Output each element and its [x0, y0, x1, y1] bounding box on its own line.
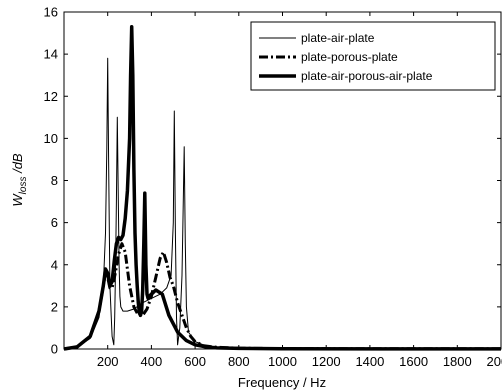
y-tick-label: 8	[51, 173, 58, 188]
y-tick-label: 10	[44, 131, 58, 146]
x-tick-label: 1400	[355, 354, 384, 369]
y-tick-label: 2	[51, 299, 58, 314]
legend-label-plate-air-porous-air-plate: plate-air-porous-air-plate	[301, 69, 433, 83]
x-tick-label: 1000	[268, 354, 297, 369]
y-axis-title-main: W	[10, 193, 25, 207]
x-tick-label: 800	[228, 354, 250, 369]
y-tick-label: 6	[51, 215, 58, 230]
x-tick-label: 1200	[312, 354, 341, 369]
x-tick-label: 1600	[399, 354, 428, 369]
legend-label-plate-porous-plate: plate-porous-plate	[301, 50, 398, 64]
y-tick-label: 4	[51, 257, 58, 272]
x-tick-label: 1800	[443, 354, 472, 369]
y-tick-label: 12	[44, 89, 58, 104]
y-tick-label: 0	[51, 342, 58, 357]
y-axis-title-unit: /dB	[10, 153, 25, 176]
y-axis-title-sub: loss	[18, 177, 29, 195]
x-tick-label: 400	[141, 354, 163, 369]
series-layer	[63, 24, 501, 351]
y-tick-label: 16	[44, 5, 58, 20]
x-tick-label: 200	[97, 354, 119, 369]
series-line-plate-air-porous-air-plate	[63, 24, 501, 351]
x-tick-label: 2000	[487, 354, 502, 369]
series-line-plate-porous-plate	[63, 242, 501, 351]
legend: plate-air-plate plate-porous-plate plate…	[250, 21, 496, 91]
x-tick-label: 600	[184, 354, 206, 369]
x-axis-title: Frequency / Hz	[238, 375, 326, 390]
legend-label-plate-air-plate: plate-air-plate	[301, 31, 375, 45]
y-axis-title: Wloss /dB	[10, 153, 29, 207]
legend-box	[250, 21, 496, 91]
ticks-layer: 200 400 600 800 1000 1200 1400 1600 1800 2000 0 2 4 6…	[44, 5, 502, 370]
y-tick-label: 14	[44, 47, 58, 62]
